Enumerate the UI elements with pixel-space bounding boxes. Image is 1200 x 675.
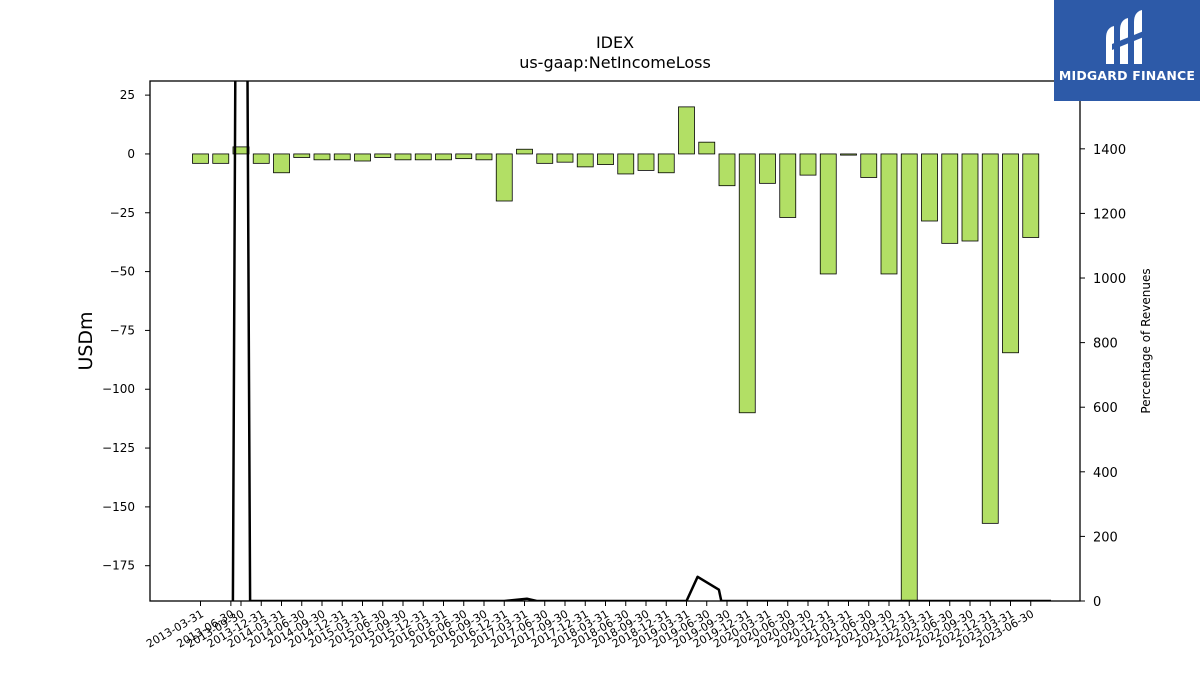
y2-tick-label: 800 xyxy=(1093,337,1118,352)
bar xyxy=(475,153,493,161)
bar xyxy=(1002,153,1019,354)
axes: 25 0 −25 −50 −75 −100 −125 −150 −175 0 200 400 600 80… xyxy=(102,80,1126,651)
bar xyxy=(657,153,675,174)
chart-title: IDEX xyxy=(596,33,634,52)
y2-tick-label: 1400 xyxy=(1093,143,1126,158)
bar xyxy=(313,153,331,161)
bar xyxy=(759,153,776,184)
y-tick-label: −100 xyxy=(102,382,135,396)
bar xyxy=(293,153,311,158)
y-tick-label: 0 xyxy=(127,147,135,161)
bar xyxy=(860,153,878,178)
y-tick-label: −150 xyxy=(102,500,135,514)
bar xyxy=(394,153,412,161)
bar xyxy=(192,153,209,164)
bar xyxy=(961,153,979,242)
bar-series xyxy=(192,106,1040,601)
bar xyxy=(819,153,837,275)
bar xyxy=(435,153,452,161)
bar xyxy=(678,106,695,155)
bar xyxy=(617,153,635,175)
bar xyxy=(941,153,959,244)
y-tick-label: −125 xyxy=(102,441,135,455)
bar xyxy=(799,153,817,176)
bar xyxy=(1022,153,1040,238)
bar xyxy=(900,153,918,601)
midgard-logo-icon xyxy=(1106,10,1146,64)
bar xyxy=(273,153,290,174)
y2-tick-label: 400 xyxy=(1093,466,1118,481)
bar xyxy=(880,153,898,275)
bar xyxy=(597,153,614,165)
bar xyxy=(981,153,999,524)
y-tick-label: −175 xyxy=(102,559,135,573)
bar xyxy=(556,153,574,163)
y2-tick-label: 600 xyxy=(1093,401,1118,416)
y2-tick-label: 1000 xyxy=(1093,272,1126,287)
chart-subtitle: us-gaap:NetIncomeLoss xyxy=(519,53,711,72)
bar xyxy=(516,148,533,155)
midgard-finance-logo: MIDGARD FINANCE xyxy=(1054,0,1200,101)
line-series xyxy=(231,81,1051,601)
bar xyxy=(698,141,716,155)
y2-tick-label: 0 xyxy=(1093,595,1101,610)
bar xyxy=(921,153,938,222)
bar xyxy=(333,153,351,161)
bar xyxy=(354,153,371,162)
y2-tick-label: 1200 xyxy=(1093,207,1126,222)
bar xyxy=(576,153,594,168)
bar xyxy=(212,153,230,164)
bar xyxy=(840,153,857,156)
bar xyxy=(374,153,392,158)
bar xyxy=(738,153,756,414)
bar xyxy=(536,153,554,164)
y-tick-label: −50 xyxy=(110,265,135,279)
line-series-path xyxy=(231,81,1051,601)
y-tick-label: 25 xyxy=(120,88,135,102)
bar xyxy=(455,153,473,160)
logo-text: MIDGARD FINANCE xyxy=(1058,68,1196,83)
y2-axis-label: Percentage of Revenues xyxy=(1139,268,1153,413)
bar xyxy=(414,153,432,161)
y2-tick-label: 200 xyxy=(1093,530,1118,545)
y-tick-label: −25 xyxy=(110,206,135,220)
bar xyxy=(718,153,736,187)
bar xyxy=(779,153,797,218)
bar xyxy=(252,153,270,164)
bar xyxy=(637,153,655,171)
plot-frame xyxy=(149,80,1081,602)
y-tick-label: −75 xyxy=(110,323,135,337)
bar xyxy=(495,153,513,202)
y-axis-label: USDm xyxy=(75,311,97,370)
